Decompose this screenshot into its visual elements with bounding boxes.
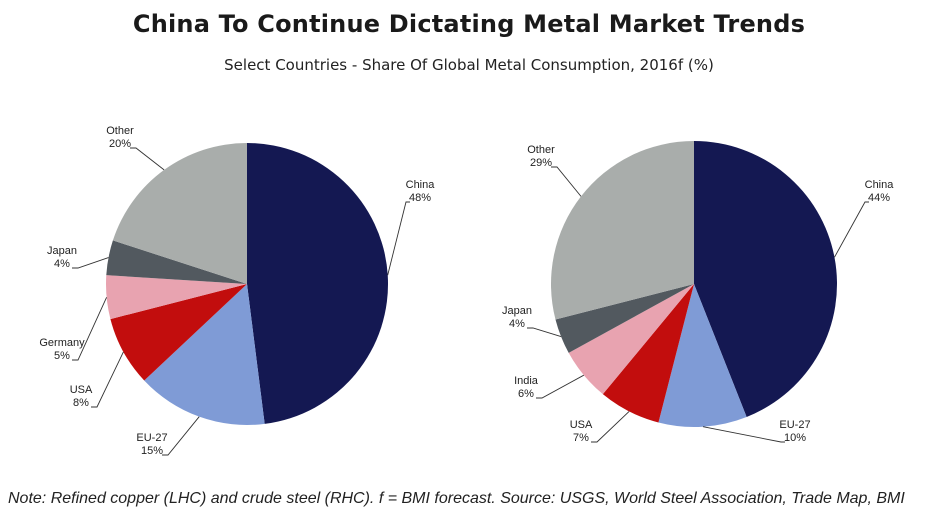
pie-slice-japan bbox=[106, 240, 247, 284]
leader-line-eu-27 bbox=[702, 426, 785, 443]
slice-value-germany: 5% bbox=[54, 350, 70, 362]
leader-line-japan bbox=[527, 327, 562, 338]
leader-line-china bbox=[387, 201, 410, 276]
leader-line-other bbox=[551, 166, 582, 197]
pie-slice-india bbox=[568, 284, 694, 395]
leader-line-india bbox=[536, 374, 585, 399]
pie-slice-japan bbox=[555, 284, 694, 353]
pie-slice-eu-27 bbox=[658, 284, 747, 428]
slice-value-other: 29% bbox=[530, 157, 552, 169]
slice-label-china: China bbox=[406, 179, 436, 191]
slice-label-usa: USA bbox=[70, 384, 93, 396]
leader-line-usa bbox=[591, 411, 630, 443]
pie-slice-other bbox=[112, 143, 248, 284]
slice-label-germany: Germany bbox=[39, 337, 85, 349]
leader-line-usa bbox=[91, 351, 124, 408]
pie-slice-eu-27 bbox=[144, 284, 265, 426]
slice-value-japan: 4% bbox=[509, 318, 525, 330]
slice-value-china: 44% bbox=[868, 192, 890, 204]
chart-subtitle: Select Countries - Share Of Global Metal… bbox=[224, 56, 714, 74]
leader-line-other bbox=[130, 147, 165, 171]
slice-value-usa: 8% bbox=[73, 397, 89, 409]
slice-value-other: 20% bbox=[109, 138, 131, 150]
slice-label-china: China bbox=[865, 179, 895, 191]
slice-value-eu-27: 15% bbox=[141, 445, 163, 457]
pie-slice-germany bbox=[106, 275, 247, 320]
slice-value-eu-27: 10% bbox=[784, 432, 806, 444]
slice-label-india: India bbox=[514, 375, 539, 387]
slice-label-other: Other bbox=[527, 144, 555, 156]
pie-slice-usa bbox=[602, 284, 694, 423]
slice-label-eu-27: EU-27 bbox=[136, 432, 167, 444]
leader-line-eu-27 bbox=[162, 416, 200, 456]
slice-label-japan: Japan bbox=[47, 245, 77, 257]
leader-line-germany bbox=[72, 297, 108, 361]
pie-slice-china bbox=[694, 141, 838, 417]
slice-value-india: 6% bbox=[518, 388, 534, 400]
slice-label-japan: Japan bbox=[502, 305, 532, 317]
leader-line-japan bbox=[72, 257, 109, 269]
slice-label-eu-27: EU-27 bbox=[779, 419, 810, 431]
pie-slice-other bbox=[550, 141, 694, 320]
chart-title: China To Continue Dictating Metal Market… bbox=[132, 10, 806, 38]
slice-label-other: Other bbox=[106, 125, 134, 137]
pie-slice-china bbox=[247, 143, 389, 424]
slice-value-japan: 4% bbox=[54, 258, 70, 270]
leader-line-china bbox=[834, 201, 869, 258]
source-note: Note: Refined copper (LHC) and crude ste… bbox=[8, 490, 905, 507]
slice-label-usa: USA bbox=[570, 419, 593, 431]
slice-value-usa: 7% bbox=[573, 432, 589, 444]
pie-slice-usa bbox=[110, 284, 248, 381]
slice-value-china: 48% bbox=[409, 192, 431, 204]
